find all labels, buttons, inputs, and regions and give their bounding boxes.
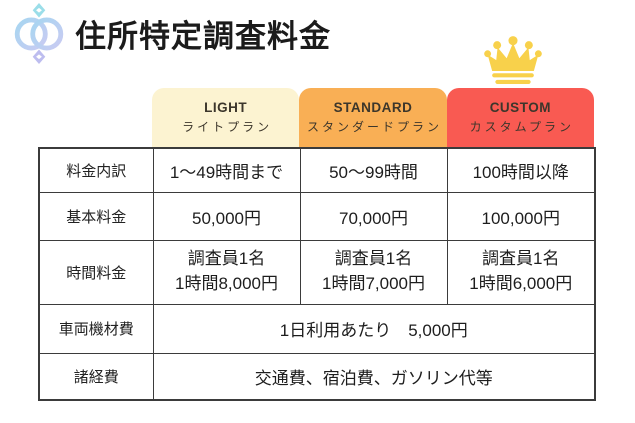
plan-tab-light: LIGHT ライトプラン	[152, 88, 300, 147]
row-label: 基本料金	[38, 191, 154, 241]
cell-line: 1時間8,000円	[175, 274, 278, 293]
plan-code: LIGHT	[204, 100, 248, 115]
plan-code: STANDARD	[333, 100, 413, 115]
row-label: 料金内訳	[38, 147, 154, 193]
cell-standard-base-fee: 70,000円	[299, 191, 448, 241]
cell-vehicle-equipment: 1日利用あたり 5,000円	[152, 303, 596, 354]
cell-line: 調査員1名	[482, 249, 560, 269]
cell-line: 1時間7,000円	[322, 274, 425, 293]
cell-misc-expenses: 交通費、宿泊費、ガソリン代等	[152, 352, 596, 401]
cell-standard-hourly-fee: 調査員1名 1時間7,000円	[299, 239, 448, 305]
table-row-hourly-fee: 時間料金 調査員1名 1時間8,000円 調査員1名 1時間7,000円 調査員…	[38, 239, 596, 305]
table-row-vehicle-equipment: 車両機材費 1日利用あたり 5,000円	[38, 303, 596, 354]
cell-standard-breakdown: 50〜99時間	[299, 147, 448, 193]
crown-icon	[484, 36, 542, 85]
cell-custom-breakdown: 100時間以降	[446, 147, 596, 193]
interlocking-rings-logo-icon	[14, 2, 64, 64]
table-row-breakdown: 料金内訳 1〜49時間まで 50〜99時間 100時間以降	[38, 147, 596, 193]
page-title: 住所特定調査料金	[75, 18, 331, 54]
cell-line: 調査員1名	[187, 249, 266, 269]
cell-custom-hourly-fee: 調査員1名 1時間6,000円	[446, 239, 596, 305]
table-row-misc-expenses: 諸経費 交通費、宿泊費、ガソリン代等	[38, 352, 596, 401]
page-header: 住所特定調査料金	[8, 1, 331, 65]
plan-tabs: LIGHT ライトプラン STANDARD スタンダードプラン CUSTOM カ…	[152, 88, 594, 147]
cell-line: 1時間6,000円	[469, 274, 573, 293]
plan-tab-custom: CUSTOM カスタムプラン	[446, 88, 594, 147]
plan-code: CUSTOM	[489, 100, 551, 115]
cell-line: 調査員1名	[334, 249, 413, 269]
plan-name-jp: ライトプラン	[182, 120, 273, 134]
pricing-table: 料金内訳 1〜49時間まで 50〜99時間 100時間以降 基本料金 50,00…	[38, 147, 596, 401]
cell-light-breakdown: 1〜49時間まで	[152, 147, 301, 193]
cell-light-base-fee: 50,000円	[152, 191, 301, 241]
table-row-base-fee: 基本料金 50,000円 70,000円 100,000円	[38, 191, 596, 241]
row-label: 車両機材費	[38, 303, 154, 354]
row-label: 諸経費	[38, 352, 154, 401]
cell-custom-base-fee: 100,000円	[446, 191, 596, 241]
cell-light-hourly-fee: 調査員1名 1時間8,000円	[152, 239, 301, 305]
plan-name-jp: スタンダードプラン	[306, 120, 442, 134]
row-label: 時間料金	[38, 239, 154, 305]
plan-name-jp: カスタムプラン	[469, 120, 574, 134]
plan-tab-standard: STANDARD スタンダードプラン	[299, 88, 447, 147]
